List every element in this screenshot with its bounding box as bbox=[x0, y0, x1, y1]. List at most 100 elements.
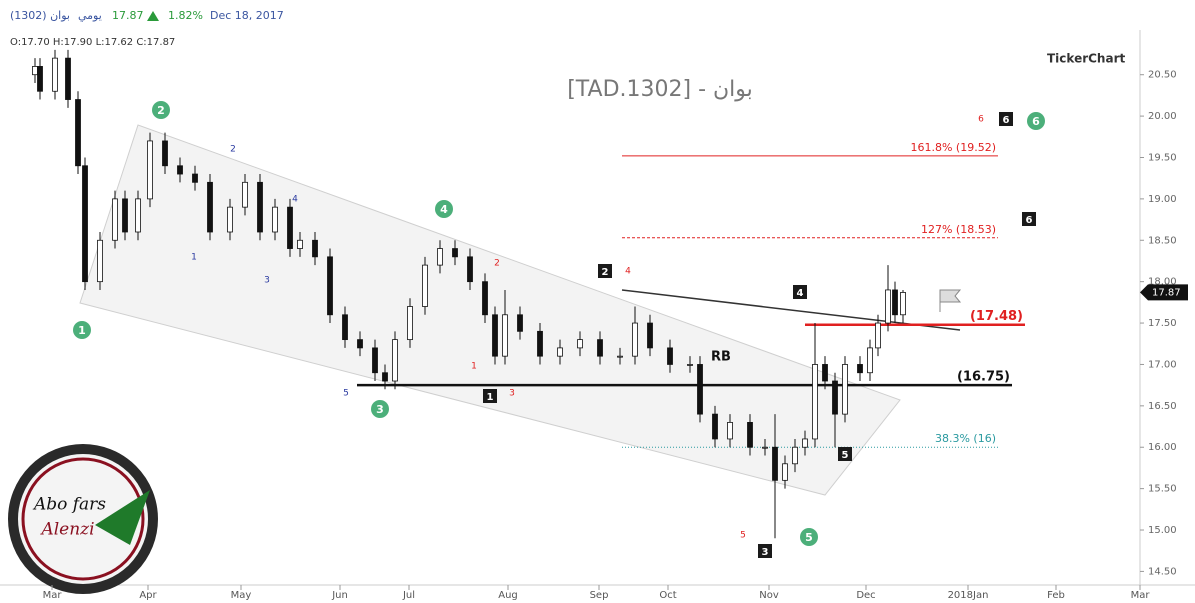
period: يومي bbox=[78, 9, 102, 22]
candle-body bbox=[312, 239, 318, 258]
wave-label: RB bbox=[711, 350, 731, 365]
last: 17.87 bbox=[112, 9, 144, 22]
candle bbox=[52, 49, 58, 100]
candle bbox=[712, 405, 718, 448]
candle bbox=[242, 174, 248, 216]
candle-body bbox=[842, 364, 848, 415]
y-tick-label: 16.00 bbox=[1148, 442, 1177, 453]
candle bbox=[147, 132, 153, 208]
candle bbox=[297, 231, 303, 257]
candle-body bbox=[792, 446, 798, 465]
wave-label: 3 bbox=[509, 389, 515, 399]
candle-body bbox=[75, 99, 81, 167]
x-tick-label: Aug bbox=[498, 590, 518, 601]
x-tick-label: Apr bbox=[139, 590, 157, 601]
wave-label: 3 bbox=[762, 547, 769, 558]
candle-body bbox=[65, 57, 71, 100]
candle-body bbox=[812, 364, 818, 440]
logo-text: Alenzi bbox=[39, 520, 94, 540]
wave-label: 5 bbox=[343, 389, 349, 399]
candle-body bbox=[822, 364, 828, 382]
wave-box bbox=[598, 264, 612, 278]
candle bbox=[772, 414, 778, 539]
level-label: (16.75) bbox=[957, 370, 1010, 385]
wave-circle bbox=[152, 101, 170, 119]
candle-body bbox=[192, 173, 198, 183]
wave-circle bbox=[800, 528, 818, 546]
candle bbox=[357, 331, 363, 357]
candle-body bbox=[697, 364, 703, 415]
candle bbox=[437, 240, 443, 274]
x-tick-label: Feb bbox=[1047, 590, 1065, 601]
candle-body bbox=[597, 339, 603, 357]
candle-body bbox=[382, 372, 388, 382]
level-label: (17.48) bbox=[970, 309, 1023, 324]
candle bbox=[867, 339, 873, 382]
y-tick-label: 17.00 bbox=[1148, 359, 1177, 370]
candle-body bbox=[727, 421, 733, 440]
candle-body bbox=[617, 355, 623, 358]
candle-body bbox=[687, 364, 693, 366]
wave-box bbox=[793, 285, 807, 299]
wave-label: 6 bbox=[1032, 115, 1040, 128]
candle-body bbox=[867, 347, 873, 374]
wave-circle bbox=[73, 321, 91, 339]
candle bbox=[687, 356, 693, 373]
wave-circle bbox=[371, 400, 389, 418]
candle-body bbox=[227, 206, 233, 233]
wave-label: 6 bbox=[978, 115, 984, 125]
x-tick-label: Jul bbox=[402, 590, 415, 601]
candle-body bbox=[82, 165, 88, 283]
logo-ring bbox=[8, 444, 158, 594]
candle-body bbox=[892, 289, 898, 316]
level-label: 127% (18.53) bbox=[921, 223, 996, 236]
candle-body bbox=[37, 66, 43, 92]
ohlc: O:17.70 H:17.90 L:17.62 C:17.87 bbox=[10, 37, 175, 48]
wave-label: 4 bbox=[797, 288, 804, 299]
flag bbox=[939, 289, 962, 303]
candle bbox=[822, 356, 828, 390]
level-label: 161.8% (19.52) bbox=[910, 141, 996, 154]
candle-body bbox=[32, 66, 38, 76]
x-tick-label: Jun bbox=[331, 590, 348, 601]
candle bbox=[207, 174, 213, 241]
candle bbox=[97, 231, 103, 290]
candle-body bbox=[147, 140, 153, 200]
logo-inner-ring bbox=[21, 457, 145, 581]
wave-label: 6 bbox=[1026, 215, 1033, 226]
price-tag-label: 17.87 bbox=[1152, 287, 1181, 298]
candle bbox=[577, 331, 583, 357]
candle bbox=[422, 256, 428, 315]
wave-label: 5 bbox=[842, 450, 849, 461]
y-tick-label: 15.00 bbox=[1148, 525, 1177, 536]
candle bbox=[762, 438, 768, 456]
candle-body bbox=[782, 463, 788, 481]
candle bbox=[112, 190, 118, 249]
candle bbox=[857, 356, 863, 382]
candle bbox=[227, 198, 233, 241]
candle-body bbox=[557, 347, 563, 357]
candle-body bbox=[875, 322, 881, 349]
y-tick-label: 18.00 bbox=[1148, 277, 1177, 288]
wave-circle bbox=[1027, 112, 1045, 130]
candle-body bbox=[135, 198, 141, 233]
wave-label: 4 bbox=[440, 203, 448, 216]
candle bbox=[382, 364, 388, 390]
candle bbox=[875, 314, 881, 357]
candle bbox=[557, 339, 563, 365]
candle-body bbox=[52, 57, 58, 92]
wave-label: 3 bbox=[264, 276, 270, 286]
wave-label: 5 bbox=[740, 531, 746, 541]
candle-body bbox=[492, 314, 498, 357]
wave-label: 2 bbox=[230, 145, 236, 155]
candle bbox=[697, 356, 703, 423]
candle-body bbox=[632, 322, 638, 357]
candle-body bbox=[452, 248, 458, 258]
wave-label: 1 bbox=[487, 392, 494, 403]
candle-body bbox=[342, 314, 348, 341]
wave-box bbox=[758, 544, 772, 558]
y-tick-label: 17.50 bbox=[1148, 318, 1177, 329]
y-tick-label: 15.50 bbox=[1148, 484, 1177, 495]
wave-label: 2 bbox=[157, 104, 165, 117]
